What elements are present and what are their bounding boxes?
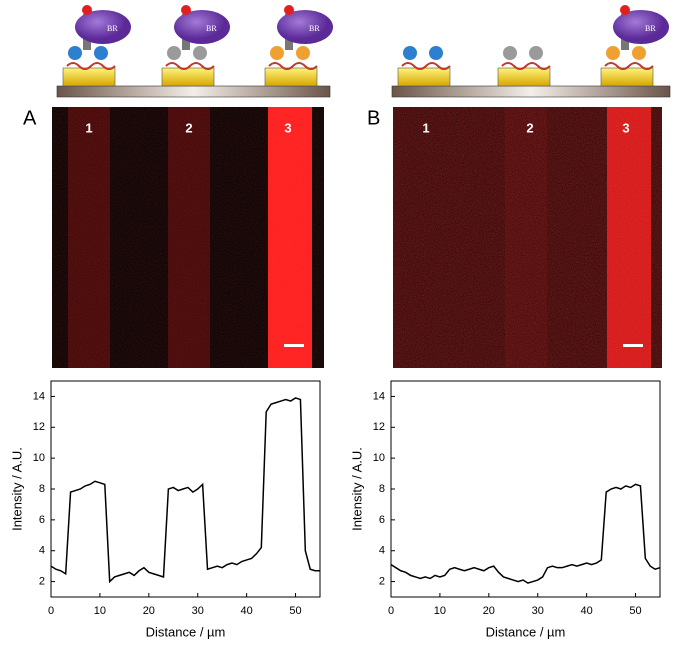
x-tick-label: 10 xyxy=(434,605,446,617)
y-tick-label: 4 xyxy=(39,545,45,557)
gold-pad xyxy=(497,67,551,87)
x-tick-label: 40 xyxy=(241,605,253,617)
y-tick-label: 12 xyxy=(373,421,385,433)
y-tick-label: 4 xyxy=(379,545,385,557)
stripe-label: 1 xyxy=(85,120,92,135)
x-tick-label: 30 xyxy=(192,605,204,617)
schematic-label: BR xyxy=(309,24,320,33)
gold-pad xyxy=(264,67,318,87)
gold-pad xyxy=(600,67,654,87)
x-tick-label: 50 xyxy=(289,605,301,617)
schematics: BR BR BR BR xyxy=(56,5,671,98)
schematic-label: BR xyxy=(206,24,217,33)
linker xyxy=(604,62,654,70)
line xyxy=(50,397,320,584)
stripe-label: 3 xyxy=(622,120,629,135)
x-tick-label: 0 xyxy=(48,605,54,617)
protein xyxy=(503,46,517,60)
substrate xyxy=(56,85,331,98)
y-tick-label: 10 xyxy=(373,452,385,464)
schematic-label: BR xyxy=(107,24,118,33)
schematic-label: BR xyxy=(645,24,656,33)
stripe-label: 1 xyxy=(422,120,429,135)
scale-bar xyxy=(623,344,643,347)
protein xyxy=(606,46,620,60)
gold-pad xyxy=(161,67,215,87)
x-tick-label: 20 xyxy=(143,605,155,617)
x-tick-label: 30 xyxy=(532,605,544,617)
x-tick-label: 50 xyxy=(629,605,641,617)
y-tick-label: 10 xyxy=(33,452,45,464)
micrographs xyxy=(52,107,662,368)
y-tick-label: 2 xyxy=(379,575,385,587)
panel-label: B xyxy=(367,107,380,129)
y-tick-label: 8 xyxy=(379,483,385,495)
protein xyxy=(529,46,543,60)
substrate xyxy=(391,85,671,98)
br-protein xyxy=(174,10,230,44)
fluorophore xyxy=(82,5,92,15)
line xyxy=(390,483,661,584)
y-tick-label: 12 xyxy=(33,421,45,433)
linker xyxy=(165,62,215,70)
linker xyxy=(501,62,551,70)
linker xyxy=(66,62,116,70)
y-tick-label: 6 xyxy=(39,514,45,526)
br-protein xyxy=(75,10,131,44)
x-tick-label: 40 xyxy=(581,605,593,617)
protein xyxy=(68,46,82,60)
noise xyxy=(393,107,662,368)
linker xyxy=(401,62,451,70)
noise xyxy=(52,107,324,368)
scale-bar xyxy=(284,344,304,347)
y-tick-label: 14 xyxy=(373,390,385,402)
protein xyxy=(632,46,646,60)
x-axis-label: Distance / µm xyxy=(146,624,226,639)
y-tick-label: 2 xyxy=(39,575,45,587)
stripe-label: 2 xyxy=(185,120,192,135)
protein xyxy=(94,46,108,60)
protein xyxy=(429,46,443,60)
x-tick-label: 10 xyxy=(94,605,106,617)
x-axis-label: Distance / µm xyxy=(486,624,566,639)
y-tick-label: 6 xyxy=(379,514,385,526)
y-tick-label: 14 xyxy=(33,390,45,402)
x-tick-label: 0 xyxy=(388,605,394,617)
protein xyxy=(296,46,310,60)
linker xyxy=(268,62,318,70)
protein xyxy=(167,46,181,60)
protein xyxy=(193,46,207,60)
stripe-label: 2 xyxy=(526,120,533,135)
fluorophore xyxy=(181,5,191,15)
fluorophore xyxy=(620,5,630,15)
fluorophore xyxy=(284,5,294,15)
protein xyxy=(270,46,284,60)
gold-pad xyxy=(62,67,116,87)
br-protein xyxy=(277,10,333,44)
stripe-label: 3 xyxy=(284,120,291,135)
y-axis-label: Intensity / A.U. xyxy=(349,447,364,531)
br-protein xyxy=(613,10,669,44)
y-axis-label: Intensity / A.U. xyxy=(9,447,24,531)
y-tick-label: 8 xyxy=(39,483,45,495)
x-tick-label: 20 xyxy=(483,605,495,617)
gold-pad xyxy=(397,67,451,87)
panel-label: A xyxy=(23,107,37,129)
protein xyxy=(403,46,417,60)
